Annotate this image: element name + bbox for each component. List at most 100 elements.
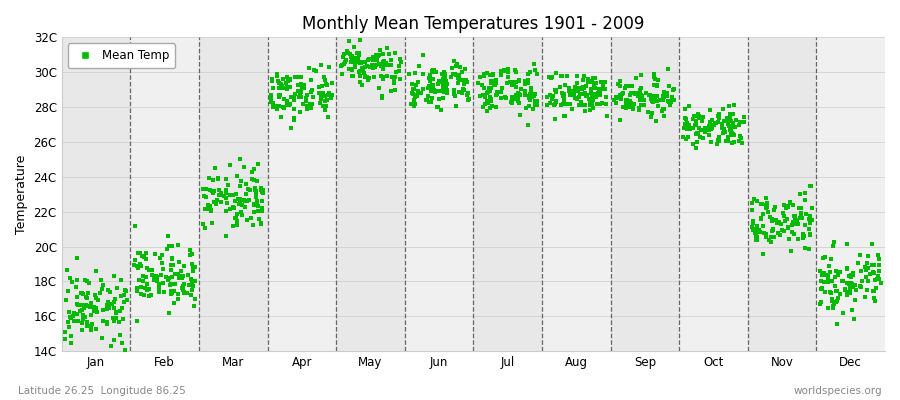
Point bbox=[655, 96, 670, 103]
Point bbox=[796, 233, 811, 239]
Point bbox=[251, 207, 266, 214]
Point bbox=[177, 289, 192, 295]
Point bbox=[854, 278, 868, 284]
Point bbox=[595, 85, 609, 92]
Point bbox=[473, 92, 488, 99]
Point bbox=[372, 85, 386, 91]
Point bbox=[374, 63, 388, 69]
Point bbox=[860, 278, 875, 284]
Point bbox=[219, 176, 233, 182]
Point bbox=[526, 92, 541, 98]
Point bbox=[626, 101, 641, 108]
Point bbox=[272, 94, 286, 100]
Point bbox=[366, 56, 381, 62]
Point bbox=[650, 82, 664, 89]
Point bbox=[461, 96, 475, 103]
Point bbox=[557, 113, 572, 119]
Bar bbox=[62, 37, 130, 351]
Bar bbox=[267, 37, 336, 351]
Point bbox=[872, 276, 886, 282]
Point bbox=[255, 198, 269, 204]
Point bbox=[618, 100, 633, 106]
Point bbox=[613, 83, 627, 89]
Point bbox=[299, 98, 313, 104]
Point bbox=[512, 78, 526, 85]
Point bbox=[814, 286, 828, 292]
Point bbox=[436, 76, 450, 82]
Point bbox=[778, 218, 792, 224]
Point bbox=[300, 103, 314, 109]
Point bbox=[763, 239, 778, 246]
Point bbox=[288, 91, 302, 98]
Point bbox=[245, 176, 259, 182]
Point bbox=[825, 243, 840, 250]
Point bbox=[353, 78, 367, 85]
Point bbox=[382, 62, 396, 68]
Point bbox=[586, 105, 600, 111]
Point bbox=[656, 112, 670, 119]
Point bbox=[521, 80, 535, 86]
Point bbox=[162, 274, 176, 281]
Point bbox=[793, 191, 807, 198]
Point bbox=[437, 89, 452, 95]
Point bbox=[75, 307, 89, 313]
Point bbox=[292, 92, 307, 98]
Point bbox=[439, 78, 454, 85]
Point bbox=[427, 67, 441, 74]
Point bbox=[848, 282, 862, 288]
Point bbox=[100, 320, 114, 326]
Point bbox=[137, 292, 151, 298]
Point bbox=[852, 252, 867, 258]
Point bbox=[287, 117, 302, 123]
Point bbox=[368, 62, 382, 68]
Point bbox=[796, 234, 811, 241]
Point bbox=[184, 261, 199, 267]
Point bbox=[384, 61, 399, 68]
Bar bbox=[130, 37, 199, 351]
Point bbox=[455, 86, 470, 93]
Point bbox=[524, 84, 538, 91]
Point bbox=[815, 254, 830, 261]
Point bbox=[429, 88, 444, 94]
Point bbox=[794, 210, 808, 216]
Point bbox=[254, 220, 268, 226]
Point bbox=[366, 65, 381, 71]
Point bbox=[362, 56, 376, 62]
Point bbox=[866, 288, 880, 294]
Point bbox=[648, 94, 662, 100]
Point bbox=[338, 59, 352, 65]
Point bbox=[440, 86, 454, 93]
Point bbox=[786, 202, 800, 208]
Point bbox=[230, 173, 244, 179]
Point bbox=[830, 297, 844, 304]
Point bbox=[733, 118, 747, 125]
Point bbox=[217, 193, 231, 200]
Point bbox=[438, 70, 453, 77]
Point bbox=[405, 81, 419, 88]
Point bbox=[689, 131, 704, 137]
Point bbox=[354, 59, 368, 65]
Point bbox=[677, 125, 691, 132]
Point bbox=[647, 76, 662, 82]
Point bbox=[544, 75, 558, 81]
Point bbox=[752, 227, 766, 233]
Point bbox=[84, 302, 98, 308]
Point bbox=[785, 229, 799, 235]
Point bbox=[864, 240, 878, 247]
Point bbox=[843, 272, 858, 278]
Point bbox=[583, 86, 598, 92]
Point bbox=[546, 102, 561, 108]
Point bbox=[781, 203, 796, 210]
Point bbox=[619, 96, 634, 103]
Point bbox=[165, 256, 179, 262]
Point bbox=[437, 82, 452, 88]
Point bbox=[176, 272, 190, 279]
Point bbox=[440, 81, 454, 87]
Point bbox=[486, 71, 500, 77]
Point bbox=[176, 287, 191, 293]
Point bbox=[388, 73, 402, 80]
Point bbox=[270, 73, 284, 79]
Point bbox=[255, 205, 269, 211]
Point bbox=[574, 86, 589, 92]
Point bbox=[458, 66, 473, 72]
